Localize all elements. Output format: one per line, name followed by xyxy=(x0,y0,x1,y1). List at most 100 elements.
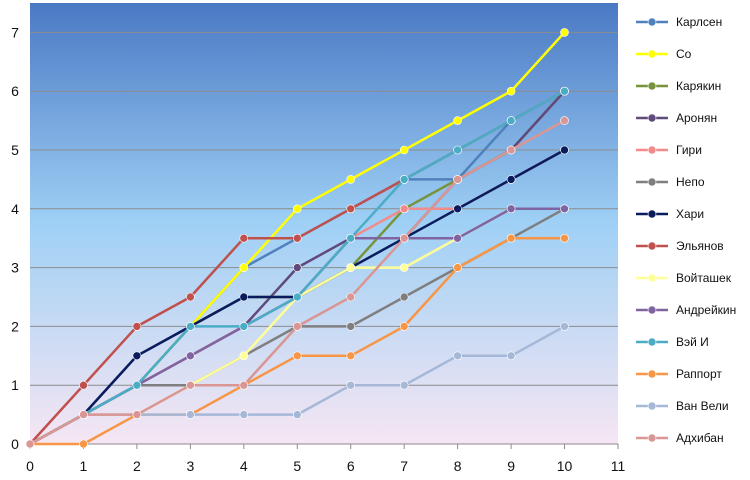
data-point xyxy=(399,204,409,214)
data-point xyxy=(399,175,409,184)
legend-item: Гири xyxy=(636,143,702,157)
legend-swatch-marker xyxy=(647,369,657,379)
data-point xyxy=(560,116,569,125)
data-point xyxy=(292,322,302,331)
legend-swatch-marker xyxy=(647,273,657,283)
data-point xyxy=(346,322,356,331)
legend-swatch-marker xyxy=(647,177,657,187)
legend-swatch-marker xyxy=(647,305,657,315)
series-14 xyxy=(25,116,569,449)
x-tick-label: 6 xyxy=(347,458,355,474)
y-tick-label: 2 xyxy=(11,318,19,334)
x-tick-label: 4 xyxy=(240,458,248,474)
data-point xyxy=(453,145,462,155)
data-point xyxy=(292,410,302,419)
legend-label: Карлсен xyxy=(676,15,722,29)
y-tick-label: 4 xyxy=(11,201,19,217)
data-point xyxy=(239,380,249,390)
x-tick-label: 5 xyxy=(293,458,301,474)
legend-swatch-marker xyxy=(647,113,657,123)
data-point xyxy=(506,145,516,155)
data-point xyxy=(186,292,195,302)
y-axis-ticks: 0 1 2 3 4 5 6 7 xyxy=(11,24,19,452)
data-point xyxy=(453,233,462,243)
legend-item: Непо xyxy=(636,175,705,189)
legend-swatch-marker xyxy=(647,337,657,347)
data-point xyxy=(399,292,409,302)
data-point xyxy=(132,410,142,419)
x-tick-label: 3 xyxy=(186,458,194,474)
data-point xyxy=(506,351,516,361)
data-point xyxy=(292,263,302,272)
x-axis-ticks: 0 1 2 3 4 5 6 7 8 9 10 11 xyxy=(26,444,625,474)
x-tick-label: 8 xyxy=(454,458,462,474)
legend-label: Аронян xyxy=(676,111,717,125)
data-point xyxy=(453,175,462,184)
data-point xyxy=(560,322,569,331)
data-point xyxy=(292,292,302,302)
legend-swatch-marker xyxy=(647,241,657,251)
data-point xyxy=(506,175,516,184)
data-point xyxy=(506,233,516,243)
legend-label: Хари xyxy=(676,207,704,221)
legend-item: Аронян xyxy=(636,111,717,125)
data-point xyxy=(453,204,462,214)
x-tick-label: 0 xyxy=(26,458,34,474)
legend-item: Войташек xyxy=(636,271,732,285)
x-tick-label: 1 xyxy=(80,458,88,474)
series-layer xyxy=(25,28,569,449)
data-point xyxy=(560,233,569,243)
data-point xyxy=(560,145,569,155)
legend-label: Войташек xyxy=(676,271,732,285)
data-point xyxy=(239,263,249,272)
data-point xyxy=(453,263,462,272)
legend-label: Андрейкин xyxy=(676,303,736,317)
data-point xyxy=(239,351,249,361)
legend-label: Карякин xyxy=(676,79,721,93)
legend-item: Вэй И xyxy=(636,335,709,349)
data-point xyxy=(346,204,356,214)
data-point xyxy=(346,351,356,361)
data-point xyxy=(186,351,195,361)
legend-label: Непо xyxy=(676,175,705,189)
data-point xyxy=(399,233,409,243)
data-point xyxy=(453,351,462,361)
legend-item: Карякин xyxy=(636,79,721,93)
legend-item: Андрейкин xyxy=(636,303,736,317)
data-point xyxy=(506,204,516,214)
x-tick-label: 7 xyxy=(400,458,408,474)
data-point xyxy=(399,263,409,272)
legend-label: Вэй И xyxy=(676,335,709,349)
legend-label: Раппорт xyxy=(676,367,722,381)
legend-label: Со xyxy=(676,47,692,61)
y-tick-label: 1 xyxy=(11,377,19,393)
data-point xyxy=(346,263,356,272)
data-point xyxy=(560,86,569,96)
data-point xyxy=(239,410,249,419)
data-point xyxy=(79,380,88,390)
x-tick-label: 9 xyxy=(507,458,515,474)
legend-swatch-marker xyxy=(647,17,657,27)
data-point xyxy=(132,322,142,331)
data-point xyxy=(399,322,409,331)
y-tick-label: 3 xyxy=(11,260,19,276)
data-point xyxy=(560,204,569,214)
y-tick-label: 6 xyxy=(11,83,19,99)
data-point xyxy=(239,322,249,331)
data-point xyxy=(399,145,409,155)
legend-label: Ван Вели xyxy=(676,399,729,413)
data-point xyxy=(239,292,249,302)
legend-label: Гири xyxy=(676,143,702,157)
data-point xyxy=(346,292,356,302)
data-point xyxy=(292,351,302,361)
legend: Карлсен Со Карякин Аронян Гири Непо Хари Эльяно… xyxy=(636,15,736,445)
data-point xyxy=(346,175,356,184)
data-point xyxy=(186,410,195,419)
data-point xyxy=(560,28,569,37)
x-tick-label: 11 xyxy=(611,458,626,474)
legend-swatch-marker xyxy=(647,209,657,219)
legend-item: Со xyxy=(636,47,692,61)
data-point xyxy=(132,380,142,390)
data-point xyxy=(186,322,195,331)
legend-swatch-marker xyxy=(647,433,657,443)
